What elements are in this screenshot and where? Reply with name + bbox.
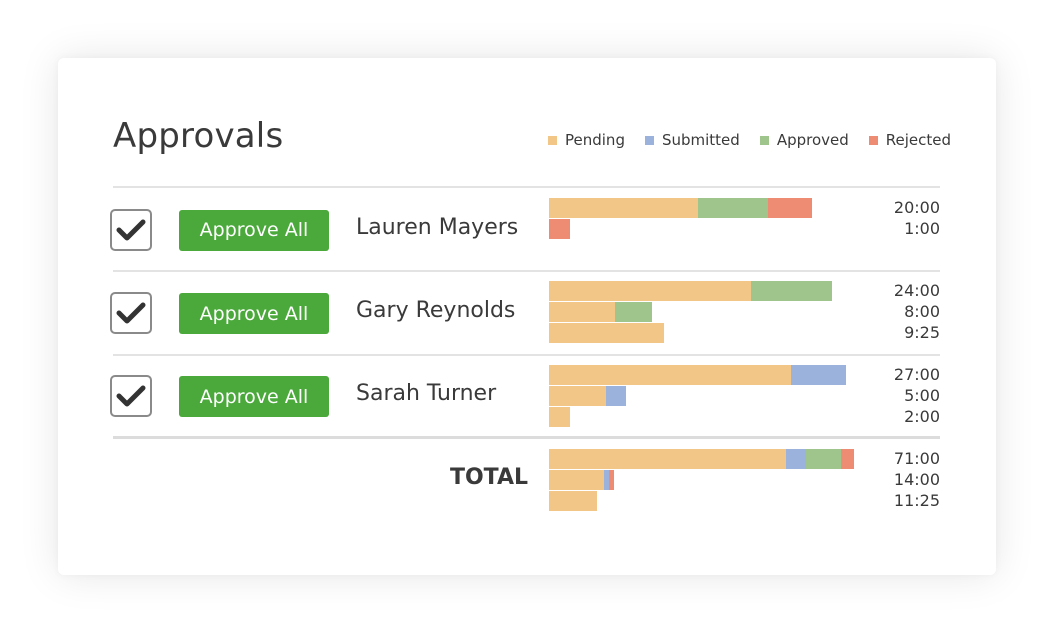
hours-value: 71:00 [893,449,940,468]
hours-bar [549,449,854,469]
bar-segment-pending [549,302,615,322]
hours-bar [549,365,846,385]
bar-segment-rejected [768,198,812,218]
hours-value: 8:00 [904,302,940,321]
row-checkbox[interactable] [110,375,152,417]
bar-segment-pending [549,491,597,511]
bar-segment-submitted [606,386,626,406]
employee-name: Gary Reynolds [356,298,516,323]
bar-segment-pending [549,198,698,218]
bar-segment-submitted [786,449,806,469]
row-checkbox[interactable] [110,292,152,334]
bar-segment-pending [549,407,570,427]
bar-segment-submitted [791,365,846,385]
bar-segment-submitted [604,470,609,490]
hours-value: 27:00 [893,365,940,384]
hours-bar [549,323,664,343]
hours-value: 24:00 [893,281,940,300]
hours-value: 5:00 [904,386,940,405]
bar-segment-pending [549,470,604,490]
header-divider [113,186,940,188]
total-label: TOTAL [449,465,528,490]
legend-label: Pending [565,131,625,149]
bar-segment-pending [549,281,751,301]
checkmark-icon [116,384,146,408]
row-checkbox[interactable] [110,208,152,251]
legend-label: Submitted [661,131,740,149]
row-divider [113,354,940,356]
bar-segment-approved [806,449,841,469]
bar-segment-rejected [841,449,854,469]
hours-value: 11:25 [893,491,940,510]
bar-segment-rejected [549,219,570,239]
hours-bar [549,281,832,301]
hours-value: 20:00 [893,198,940,217]
page-title: Approvals [113,116,284,156]
checkmark-icon [116,218,146,242]
rejected-swatch-icon [868,135,878,145]
employee-name: Sarah Turner [356,381,497,406]
checkmark-icon [116,301,146,325]
bar-segment-pending [549,449,786,469]
legend-label: Approved [776,131,849,149]
row-divider [113,436,940,439]
approved-swatch-icon [759,135,769,145]
hours-value: 1:00 [904,219,940,238]
bar-segment-approved [615,302,652,322]
legend-item-submitted: Submitted [644,131,740,149]
bar-segment-pending [549,386,606,406]
hours-bar [549,302,652,322]
bar-segment-pending [549,323,664,343]
legend-item-approved: Approved [759,131,849,149]
legend-label: Rejected [885,131,952,149]
approve-all-button[interactable]: Approve All [179,209,329,251]
hours-bar [549,491,597,511]
bar-segment-rejected [609,470,614,490]
hours-bar [549,470,614,490]
employee-name: Lauren Mayers [356,214,519,240]
pending-swatch-icon [548,135,557,145]
hours-bar [549,407,570,427]
hours-value: 2:00 [904,407,940,426]
submitted-swatch-icon [644,135,654,145]
legend-item-pending: Pending [548,131,625,149]
row-divider [113,270,940,272]
hours-bar [549,198,812,218]
approve-all-button[interactable]: Approve All [179,293,329,334]
hours-value: 9:25 [904,323,940,342]
bar-segment-pending [549,365,791,385]
hours-bar [549,219,570,239]
bar-segment-approved [751,281,832,301]
bar-segment-approved [698,198,768,218]
hours-bar [549,386,626,406]
approve-all-button[interactable]: Approve All [179,376,329,417]
legend: Pending Submitted Approved Rejected [548,131,951,149]
legend-item-rejected: Rejected [868,131,952,149]
hours-value: 14:00 [893,470,940,489]
